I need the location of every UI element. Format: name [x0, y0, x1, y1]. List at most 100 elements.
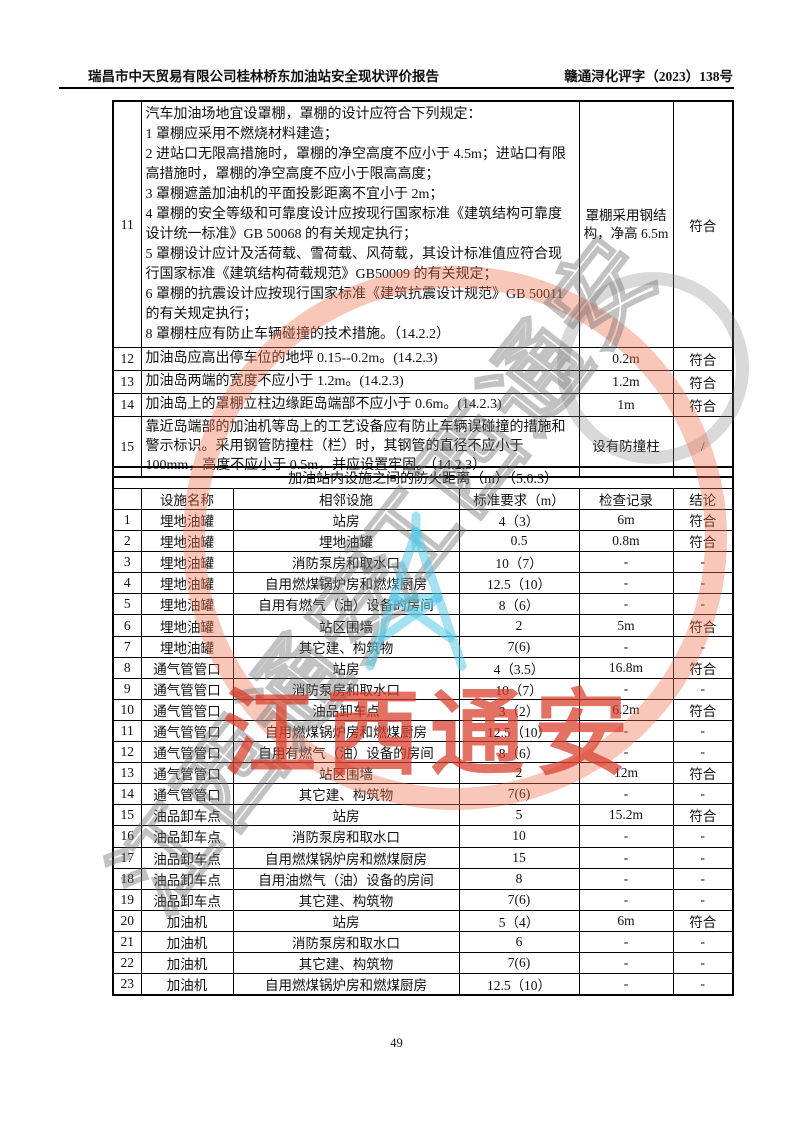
cell-no: 15: [112, 804, 142, 827]
table-row: 14 加油岛上的罩棚立柱边缘距岛端部不应小于 0.6m。(14.2.3) 1m 符合: [112, 393, 734, 417]
table-row: 9 通气管管口 消防泵房和取水口 10（7） - -: [112, 677, 734, 700]
safety-checklist-table: 11 汽车加油场地宜设罩棚，罩棚的设计应符合下列规定： 1 罩棚应采用不燃烧材料建…: [112, 100, 734, 478]
cell-requirement: 7(6): [458, 951, 580, 975]
page-number: 49: [390, 1036, 403, 1050]
cell-facility: 通气管管口: [140, 783, 234, 806]
cell-no: 16: [112, 825, 142, 848]
table-row: 14 通气管管口 其它建、构筑物 7(6) - -: [112, 783, 734, 806]
cell-facility: 埋地油罐: [140, 614, 234, 637]
cell-conclusion: 符合: [672, 909, 734, 932]
table-row: 17 油品卸车点 自用燃煤锅炉房和燃煤厨房 15- -: [112, 846, 734, 869]
cell-adjacent: 站房: [232, 656, 460, 679]
cell-no: 9: [112, 677, 142, 700]
cell-record: -: [578, 719, 674, 743]
cell-no: 12: [112, 347, 142, 371]
cell-no: 14: [112, 783, 142, 806]
cell-record: 0.8m: [578, 530, 674, 553]
table-row: 12 加油岛应高出停车位的地坪 0.15--0.2m。(14.2.3) 0.2m 符合: [112, 347, 734, 371]
cell-conclusion: -: [672, 930, 734, 953]
table-row: 6 埋地油罐 站区围墙 2 5m 符合: [112, 614, 734, 637]
cell-adjacent: 埋地油罐: [232, 530, 460, 553]
cell-no: 21: [112, 930, 142, 953]
cell-conclusion: -: [672, 783, 734, 806]
cell-no: 20: [112, 909, 142, 932]
cell-adjacent: 消防泵房和取水口: [232, 930, 460, 953]
table-row: 11 汽车加油场地宜设罩棚，罩棚的设计应符合下列规定： 1 罩棚应采用不燃烧材料建…: [112, 100, 734, 348]
cell-requirement: 12.5（10）: [458, 973, 580, 996]
table-row: 1 埋地油罐 站房 4（3） 6m 符合: [112, 508, 734, 532]
cell-requirement: 2: [458, 614, 580, 637]
table-row: 21 加油机 消防泵房和取水口 6- -: [112, 930, 734, 953]
cell-record: 6.2m: [578, 698, 674, 721]
cell-conclusion: 符合: [672, 370, 734, 394]
table-row: 18 油品卸车点 自用油燃气（油）设备的房间 8- -: [112, 867, 734, 890]
cell-requirement: 8（6）: [458, 593, 580, 616]
cell-adjacent: 其它建、构筑物: [232, 635, 460, 658]
cell-requirement: 12.5（10）: [458, 572, 580, 595]
cell-facility: 油品卸车点: [140, 867, 234, 890]
table-row: 23 加油机 自用燃煤锅炉房和燃煤厨房 12.5（10） - -: [112, 973, 734, 996]
cell-requirement: 0.5: [458, 530, 580, 553]
cell-adjacent: 自用燃煤锅炉房和燃煤厨房: [232, 846, 460, 869]
header-document-number: 赣通浔化评字（2023）138号: [564, 69, 733, 84]
cell-adjacent: 自用有燃气（油）设备的房间: [232, 593, 460, 616]
cell-conclusion: -: [672, 825, 734, 848]
cell-facility: 通气管管口: [140, 741, 234, 764]
cell-requirement: 2: [458, 762, 580, 785]
cell-no: 2: [112, 530, 142, 553]
cell-no: 11: [112, 100, 142, 348]
cell-requirement: 10（7）: [458, 677, 580, 700]
cell-requirement: 6: [458, 930, 580, 953]
cell-conclusion: -: [672, 846, 734, 869]
cell-adjacent: 站区围墙: [232, 762, 460, 785]
header-cell-requirement: 标准要求（m）: [458, 488, 580, 510]
cell-record: -: [578, 593, 674, 616]
table-row: 7 埋地油罐 其它建、构筑物 7(6) - -: [112, 635, 734, 658]
table-row: 11 通气管管口 自用燃煤锅炉房和燃煤厨房 12.5（10） - -: [112, 719, 734, 743]
cell-adjacent: 其它建、构筑物: [232, 888, 460, 911]
cell-record: 罩棚采用钢结构，净高 6.5m: [578, 100, 674, 348]
cell-record: -: [578, 783, 674, 806]
table-row: 13 加油岛两端的宽度不应小于 1.2m。(14.2.3) 1.2m 符合: [112, 370, 734, 394]
cell-facility: 油品卸车点: [140, 846, 234, 869]
header-cell-adjacent: 相邻设施: [232, 488, 460, 510]
table-row: 12 通气管管口 自用有燃气（油）设备的房间 8（6） - -: [112, 741, 734, 764]
cell-record: -: [578, 635, 674, 658]
cell-adjacent: 自用燃煤锅炉房和燃煤厨房: [232, 973, 460, 996]
cell-record: 12m: [578, 762, 674, 785]
cell-facility: 埋地油罐: [140, 593, 234, 616]
cell-no: 5: [112, 593, 142, 616]
cell-record: 15.2m: [578, 804, 674, 827]
cell-conclusion: -: [672, 867, 734, 890]
cell-adjacent: 其它建、构筑物: [232, 951, 460, 975]
table-row: 8 通气管管口 站房 4（3.5） 16.8m 符合: [112, 656, 734, 679]
fire-distance-table: 加油站内设施之间的防火距离（m）（5.0.3） 设施名称 相邻设施 标准要求（m…: [112, 466, 735, 997]
cell-adjacent: 其它建、构筑物: [232, 783, 460, 806]
cell-no: 23: [112, 973, 142, 996]
cell-adjacent: 站房: [232, 909, 460, 932]
cell-conclusion: -: [672, 951, 734, 975]
cell-requirement: 4（3）: [458, 508, 580, 532]
cell-conclusion: 符合: [672, 762, 734, 785]
table-row: 5 埋地油罐 自用有燃气（油）设备的房间 8（6） - -: [112, 593, 734, 616]
cell-record: 16.8m: [578, 656, 674, 679]
cell-requirement: 10（7）: [458, 551, 580, 574]
table-row: 15 油品卸车点 站房 5 15.2m 符合: [112, 804, 734, 827]
cell-conclusion: -: [672, 572, 734, 595]
table-row: 20 加油机 站房 5（4） 6m 符合: [112, 909, 734, 932]
table-row: 19 油品卸车点 其它建、构筑物 7(6) - -: [112, 888, 734, 911]
cell-requirement: 5: [458, 804, 580, 827]
cell-record: 1m: [578, 393, 674, 417]
cell-facility: 油品卸车点: [140, 804, 234, 827]
cell-conclusion: -: [672, 888, 734, 911]
cell-requirement: 加油岛两端的宽度不应小于 1.2m。(14.2.3): [140, 370, 580, 394]
cell-requirement: 加油岛应高出停车位的地坪 0.15--0.2m。(14.2.3): [140, 347, 580, 371]
cell-adjacent: 油品卸车点: [232, 698, 460, 721]
cell-requirement: 汽车加油场地宜设罩棚，罩棚的设计应符合下列规定： 1 罩棚应采用不燃烧材料建造；…: [140, 100, 580, 348]
cell-conclusion: -: [672, 677, 734, 700]
table-row: 4 埋地油罐 自用燃煤锅炉房和燃煤厨房 12.5（10） - -: [112, 572, 734, 595]
cell-requirement: 12.5（10）: [458, 719, 580, 743]
cell-facility: 油品卸车点: [140, 888, 234, 911]
cell-no: 17: [112, 846, 142, 869]
cell-record: -: [578, 867, 674, 890]
